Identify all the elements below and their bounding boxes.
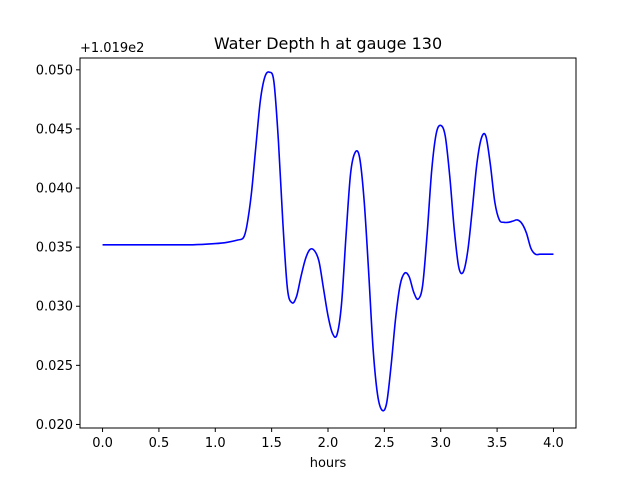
y-tick-label: 0.040 xyxy=(36,182,73,197)
y-tick-label: 0.025 xyxy=(36,359,73,374)
y-tick-label: 0.020 xyxy=(36,418,73,433)
y-tick-label: 0.035 xyxy=(36,241,73,256)
plot-layer xyxy=(102,71,554,412)
x-tick-label: 3.0 xyxy=(430,436,451,451)
x-tick-label: 2.0 xyxy=(318,436,339,451)
x-tick-label: 2.5 xyxy=(374,436,395,451)
y-tick-label: 0.050 xyxy=(36,63,73,78)
y-tick-label: 0.030 xyxy=(36,300,73,315)
y-tick-label: 0.045 xyxy=(36,122,73,137)
y-axis-ticks: 0.020 0.025 0.030 0.035 0.040 0.045 0.050 xyxy=(36,63,80,433)
x-axis-label: hours xyxy=(310,456,347,471)
series-line-0 xyxy=(102,71,554,412)
y-offset-label: +1.019e2 xyxy=(80,41,144,56)
x-tick-label: 0.0 xyxy=(92,436,113,451)
x-tick-label: 1.0 xyxy=(205,436,226,451)
x-tick-label: 0.5 xyxy=(149,436,170,451)
chart-title: Water Depth h at gauge 130 xyxy=(214,34,442,53)
plot-frame xyxy=(79,57,577,429)
x-tick-label: 3.5 xyxy=(487,436,508,451)
x-tick-label: 4.0 xyxy=(543,436,564,451)
x-axis-ticks: 0.0 0.5 1.0 1.5 2.0 2.5 3.0 3.5 4.0 xyxy=(92,428,564,451)
x-tick-label: 1.5 xyxy=(261,436,282,451)
